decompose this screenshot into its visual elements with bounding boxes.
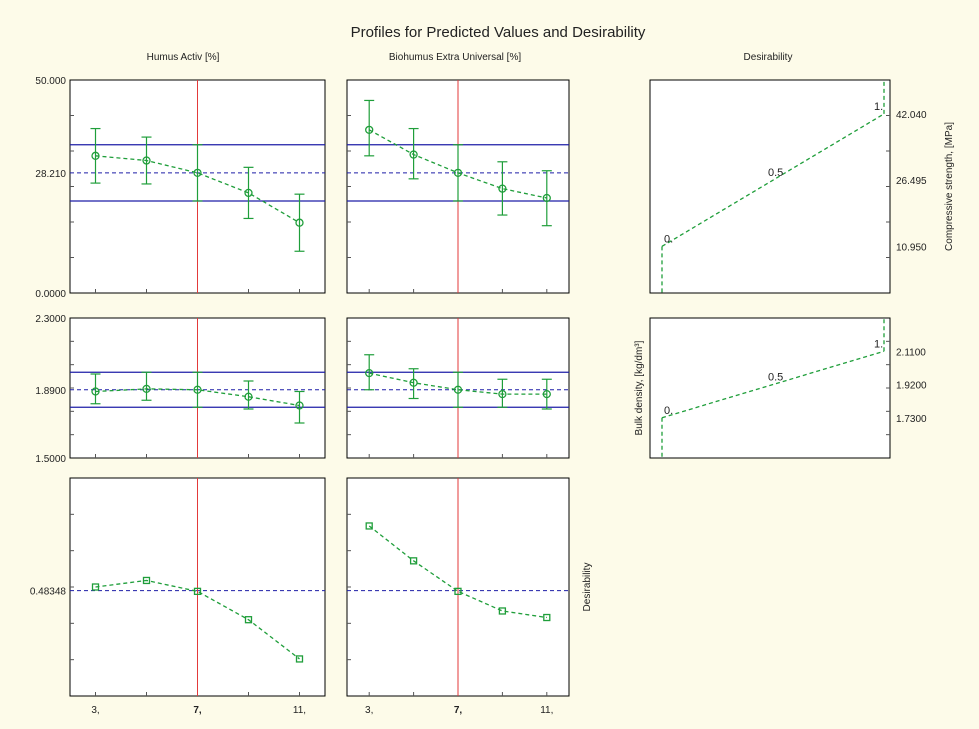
profile-line [95,579,300,660]
data-point [295,655,304,663]
desirability-y-axis-label: Compressive strength, [MPa] [944,122,955,251]
panel-0-0 [69,79,326,294]
column-title-humus-activ: Humus Activ [%] [147,52,220,63]
desirability-line [661,113,885,247]
x-tick-label: 11, [540,705,553,716]
data-point [542,193,551,203]
data-point [193,587,202,596]
column-title-desirability: Desirability [744,52,793,63]
data-point [409,557,418,565]
desirability-panel-0: 0. 0.5 1. 42.040 26.495 10.950 Compressive str… [649,79,955,294]
y-tick-label: 1.5000 [35,454,66,465]
desirability-y-tick-label: 42.040 [896,110,927,121]
desirability-y-tick-label: 1.9200 [896,381,927,392]
y-tick-label: 50.000 [35,76,66,87]
data-point [409,378,418,387]
desirability-line [661,350,885,419]
panel-2-1: 3, 7, 11, [346,477,570,716]
desirability-y-axis-label: Bulk density, [kg/dm³] [634,340,645,435]
desirability-y-tick-label: 10.950 [896,242,927,253]
panel-1-1 [346,317,570,459]
desirability-point-label: 0.5 [768,167,783,179]
column-title-biohumus: Biohumus Extra Universal [%] [389,52,521,63]
data-point [142,384,151,394]
panel-1-0 [69,317,326,459]
data-point [453,385,463,394]
data-point [193,168,202,178]
chart-title: Profiles for Predicted Values and Desira… [351,24,646,41]
data-point [91,583,100,591]
y-tick-label: 28.210 [35,169,66,180]
desirability-axis-label: Desirability [582,563,593,612]
data-point [454,587,462,596]
y-tick-label: 0.0000 [35,289,66,300]
profile-line [368,129,547,199]
x-tick-label: 3, [91,705,99,716]
data-point [542,389,551,399]
data-point [244,616,253,624]
desirability-y-tick-label: 2.1100 [896,347,926,358]
desirability-point-label: 1. [874,101,883,113]
y-tick-label: 0.48348 [30,587,67,598]
desirability-point-label: 1. [874,338,883,350]
profile-line [368,525,547,619]
profile-line [95,388,300,407]
data-point [295,218,304,227]
y-tick-label: 1.8900 [35,386,66,397]
data-point [193,385,202,394]
data-point [543,613,551,622]
x-tick-label: 7, [454,705,463,716]
desirability-point-label: 0. [664,233,673,245]
data-point [498,607,507,615]
desirability-y-tick-label: 26.495 [896,176,927,187]
data-point [498,184,507,193]
data-point [244,188,253,198]
data-point [244,392,253,401]
data-point [142,156,151,165]
panel-frame [649,79,891,294]
data-point [365,368,374,378]
profile-line [95,155,300,224]
y-tick-label: 2.3000 [35,314,66,325]
desirability-panel-1: 0. 0.5 1. 2.1100 1.9200 1.7300 Bulk density, [… [634,317,927,459]
desirability-y-tick-label: 1.7300 [896,414,927,425]
data-point [91,387,100,396]
desirability-point-label: 0. [664,405,673,417]
panel-2-0: 3, 7, 11, [69,477,326,716]
panel-0-1 [346,79,570,294]
x-tick-label: 7, [193,705,202,716]
data-point [409,150,418,159]
data-point [498,389,507,399]
data-point [295,401,304,410]
plot-grid: 50.000 28.210 0.0000 0. 0.5 1. 42.040 26.495 10.… [30,76,955,716]
panel-frame [649,317,891,459]
x-tick-label: 3, [365,705,373,716]
data-point [365,125,374,134]
desirability-point-label: 0.5 [768,372,783,384]
profile-line [369,372,547,395]
data-point [365,522,373,530]
data-point [453,168,463,178]
data-point [142,576,151,585]
data-point [91,151,100,160]
x-tick-label: 11, [293,705,306,716]
